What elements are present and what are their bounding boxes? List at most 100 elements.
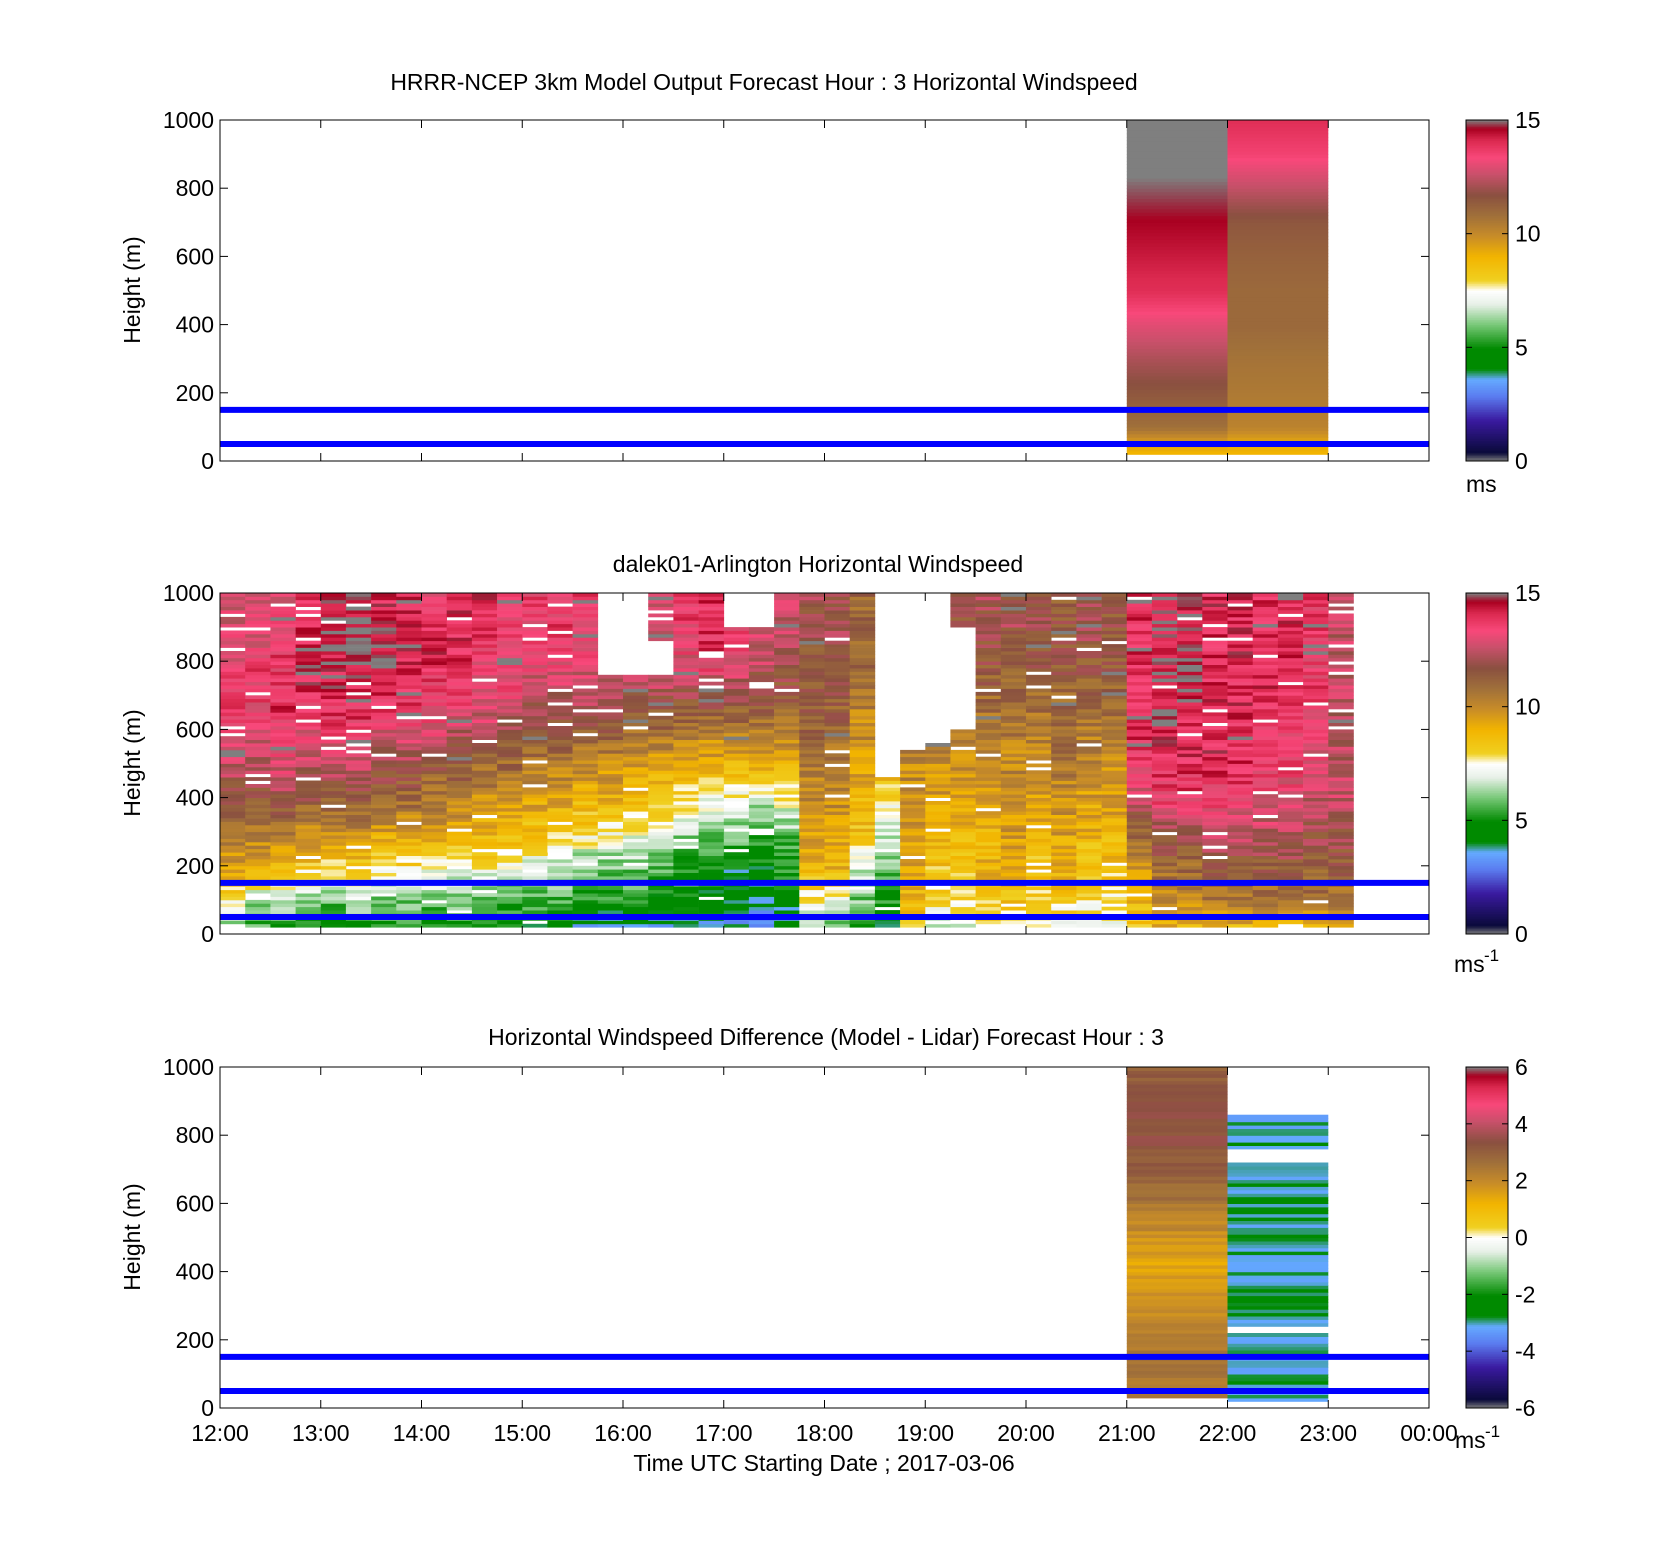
colorbar-swatch — [1466, 678, 1508, 681]
y-tick-label: 200 — [176, 853, 214, 879]
lidar-cell — [471, 821, 498, 826]
lidar-cell — [648, 859, 674, 863]
lidar-cell — [1000, 831, 1027, 836]
difference-cell — [1126, 1142, 1228, 1146]
lidar-cell — [245, 736, 271, 740]
lidar-cell — [547, 910, 573, 914]
lidar-cell — [371, 599, 397, 604]
lidar-cell — [1151, 780, 1178, 785]
colorbar-swatch — [1466, 338, 1508, 341]
lidar-cell — [1101, 746, 1128, 751]
lidar-cell — [824, 920, 850, 925]
colorbar-tick-label: 0 — [1515, 921, 1528, 947]
lidar-cell — [421, 859, 447, 863]
lidar-cell — [799, 869, 825, 873]
lidar-cell — [1000, 726, 1027, 730]
lidar-cell — [975, 654, 1002, 659]
lidar-cell — [698, 736, 725, 740]
lidar-cell — [597, 743, 624, 747]
colorbar-swatch — [1466, 787, 1508, 790]
lidar-cell — [1303, 657, 1329, 662]
lidar-cell — [245, 685, 271, 689]
lidar-cell — [673, 790, 699, 795]
lidar-cell — [648, 899, 674, 904]
lidar-cell — [1126, 859, 1153, 863]
lidar-cell — [497, 787, 523, 792]
lidar-cell — [698, 872, 725, 877]
lidar-cell — [371, 906, 397, 911]
difference-cell — [1126, 1077, 1228, 1082]
lidar-cell — [1026, 777, 1052, 781]
lidar-cell — [1151, 903, 1178, 908]
lidar-cell — [1202, 702, 1228, 706]
difference-cell — [1126, 1210, 1228, 1215]
lidar-cell — [1227, 835, 1253, 839]
y-tick-label: 400 — [176, 1259, 214, 1285]
lidar-cell — [345, 654, 372, 659]
lidar-cell — [799, 841, 825, 846]
lidar-cell — [1328, 910, 1354, 914]
lidar-cell — [1000, 633, 1027, 638]
lidar-cell — [673, 780, 699, 785]
lidar-cell — [572, 760, 599, 764]
lidar-cell — [471, 719, 498, 723]
panel-lidar-x-ticks — [219, 593, 1430, 934]
lidar-cell — [1101, 753, 1128, 758]
lidar-cell — [1051, 818, 1077, 822]
lidar-cell — [1227, 869, 1253, 873]
lidar-cell — [1076, 630, 1102, 635]
lidar-cell — [446, 841, 473, 846]
lidar-cell — [471, 845, 498, 850]
model-cell — [1126, 334, 1228, 339]
lidar-cell — [1227, 623, 1253, 628]
lidar-cell — [522, 824, 548, 829]
lidar-cell — [1277, 739, 1304, 744]
lidar-cell — [446, 685, 473, 689]
lidar-cell — [774, 743, 800, 747]
lidar-cell — [522, 732, 548, 737]
lidar-cell — [1026, 872, 1052, 877]
lidar-cell — [723, 760, 750, 764]
colorbar-swatch — [1466, 351, 1508, 354]
lidar-cell — [522, 739, 548, 744]
lidar-cell — [748, 865, 775, 870]
difference-cell — [1126, 1247, 1228, 1252]
lidar-cell — [446, 886, 473, 891]
lidar-cell — [1277, 664, 1304, 669]
lidar-cell — [673, 702, 699, 706]
panel-model-colorbar-unit: ms — [1466, 471, 1497, 497]
lidar-cell — [648, 869, 674, 873]
lidar-cell — [345, 661, 372, 665]
lidar-cell — [950, 616, 976, 621]
colorbar-swatch — [1466, 244, 1508, 247]
lidar-cell — [824, 596, 850, 601]
lidar-cell — [471, 715, 498, 720]
colorbar-swatch — [1466, 1348, 1508, 1351]
lidar-cell — [220, 828, 246, 833]
lidar-cell — [1252, 702, 1279, 706]
model-cell — [1227, 375, 1329, 380]
lidar-cell — [245, 688, 271, 693]
lidar-cell — [799, 668, 825, 672]
lidar-cell — [497, 708, 523, 713]
difference-cell — [1227, 1128, 1329, 1133]
colorbar-swatch — [1466, 708, 1508, 712]
lidar-cell — [421, 896, 447, 901]
lidar-cell — [1328, 627, 1354, 631]
lidar-cell — [446, 869, 473, 873]
lidar-cell — [900, 893, 926, 897]
lidar-cell — [1026, 780, 1052, 785]
lidar-cell — [698, 923, 725, 928]
lidar-cell — [1026, 903, 1052, 908]
lidar-cell — [1101, 896, 1128, 901]
lidar-cell — [572, 903, 599, 908]
lidar-cell — [421, 633, 447, 638]
lidar-cell — [698, 835, 725, 839]
lidar-cell — [748, 896, 775, 901]
lidar-cell — [497, 804, 523, 809]
lidar-cell — [245, 674, 271, 679]
lidar-cell — [950, 773, 976, 778]
lidar-cell — [1227, 620, 1253, 625]
lidar-cell — [396, 647, 422, 652]
lidar-cell — [849, 790, 876, 795]
